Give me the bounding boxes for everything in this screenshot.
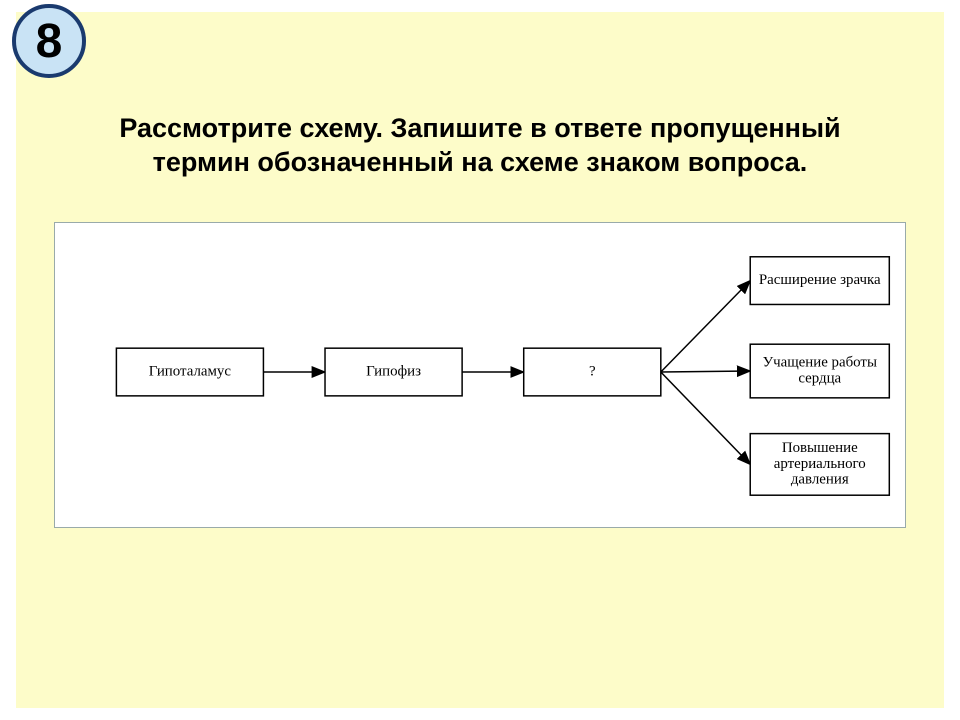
badge-number: 8 [36,14,63,69]
flowchart-node-label: Гипофиз [366,363,421,379]
flowchart-node-label: Расширение зрачка [759,272,881,288]
flowchart-node-label: Учащение работы [763,355,877,371]
flowchart-node: Расширение зрачка [750,257,889,305]
question-line-1: Рассмотрите схему. Запишите в ответе про… [56,112,904,146]
flowchart-node: Повышениеартериальногодавления [750,434,889,496]
flowchart-edge [661,372,750,464]
question-number-badge: 8 [12,4,86,78]
flowchart-node-label: Повышение [782,440,858,456]
flowchart-node-label: давления [791,472,849,488]
flowchart-node: Гипофиз [325,348,462,396]
flowchart-edge [661,281,750,372]
flowchart-node: Гипоталамус [116,348,263,396]
slide: 8 Рассмотрите схему. Запишите в ответе п… [16,12,944,708]
flowchart-node-label: артериального [774,456,866,472]
flowchart-edge [661,371,750,372]
flowchart-node-label: ? [589,363,596,379]
flowchart-svg: Гипоталамус Гипофиз? Расширение зрачка Учащ… [55,223,905,527]
flowchart-node: ? [524,348,661,396]
flowchart-node-label: сердца [798,370,841,386]
flowchart-node-label: Гипоталамус [149,363,232,379]
question-line-2: термин обозначенный на схеме знаком вопр… [56,146,904,180]
diagram-container: Гипоталамус Гипофиз? Расширение зрачка Учащ… [54,222,906,528]
flowchart-node: Учащение работысердца [750,344,889,398]
question-text: Рассмотрите схему. Запишите в ответе про… [56,112,904,180]
